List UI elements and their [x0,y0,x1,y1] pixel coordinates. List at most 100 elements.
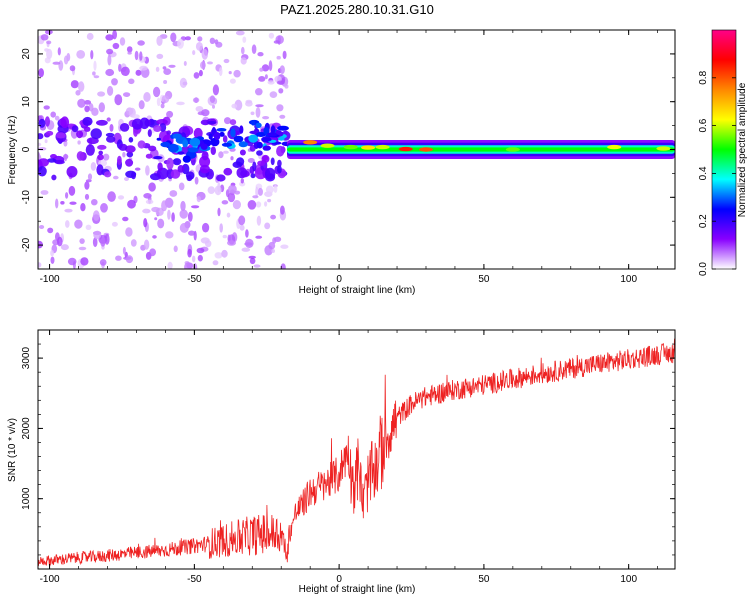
spectrogram-transition-blob [219,131,225,137]
spectrogram-noise-blob [77,140,81,145]
spectrogram-signal-blob [250,173,256,179]
spectrogram-transition-blob [275,130,282,135]
spectrogram-noise-blob [92,210,100,221]
spectrogram-noise-blob [242,36,247,43]
spectrogram-noise-blob [227,240,236,246]
spectrogram-noise-blob [215,41,223,48]
spectrogram-noise-blob [92,71,96,76]
snr-y-tick-label: 3000 [21,347,32,370]
spectrogram-noise-blob [177,38,184,49]
colorbar-ticks: 0.0 0.2 0.4 0.6 0.8 [698,70,736,276]
spectrogram-noise-blob [241,247,251,252]
spectrogram-hotspot [361,145,376,150]
spectrogram-signal-blob [50,154,57,159]
spectrogram-noise-blob [197,36,203,42]
spectrogram-signal-blob [98,150,103,155]
spectrogram-noise-blob [234,99,243,111]
spectrogram-noise-blob [264,245,273,256]
spectrogram-noise-blob [143,92,151,102]
spectrogram-y-tick-label: -10 [21,190,32,205]
spectrogram-noise-blob [223,58,230,64]
spectrogram-y-tick-label: 10 [21,96,32,108]
spectrogram-noise-blob [268,32,275,39]
spectrogram-signal-blob [125,158,134,167]
spectrogram-noise-blob [255,104,264,108]
spectrogram-noise-blob [201,48,208,60]
spectrogram-noise-blob [194,176,199,185]
spectrogram-noise-blob [196,196,201,203]
spectrogram-noise-blob [122,216,129,222]
spectrogram-transition-blob [213,132,221,140]
spectrogram-noise-blob [192,255,196,263]
spectrogram-noise-blob [161,200,168,212]
spectrogram-noise-blob [69,65,76,72]
spectrogram-signal-blob [76,130,84,139]
spectrogram-noise-blob [178,182,185,191]
spectrogram-noise-blob [105,34,114,41]
spectrogram-noise-blob [195,106,204,112]
spectrogram-noise-blob [119,37,126,46]
spectrogram-signal-blob [229,119,237,126]
spectrogram-signal-blob [71,125,79,133]
spectrogram-noise-blob [65,192,69,199]
spectrogram-transition-blob [270,125,276,134]
spectrogram-noise-blob [57,236,63,247]
spectrogram-signal-blob [261,154,270,163]
spectrogram-signal-blob [216,174,226,182]
snr-x-axis: -100 -50 0 50 100 [40,330,658,585]
spectrogram-noise-blob [138,100,145,110]
spectrogram-x-tick-label: -100 [40,274,60,285]
spectrogram-noise-blob [258,76,266,82]
spectrogram-noise-blob [180,200,186,212]
spectrogram-noise-blob [85,224,92,230]
spectrogram-noise-blob [38,68,44,78]
spectrogram-noise-blob [247,200,257,210]
spectrogram-noise-blob [69,201,77,205]
spectrogram-noise-blob [151,206,160,213]
spectrogram-signal-blob [170,169,181,179]
spectrogram-noise-blob [122,246,126,255]
spectrogram-noise-blob [226,212,231,218]
spectrogram-signal-blob [38,118,46,128]
spectrogram-noise-blob [104,233,110,245]
spectrogram-noise-blob [272,237,277,244]
spectrogram-noise-blob [107,85,114,96]
spectrogram-noise-blob [171,212,175,223]
spectrogram-noise-blob [247,158,255,163]
spectrogram-marks [38,30,675,269]
spectrogram-noise-blob [187,248,192,258]
spectrogram-noise-blob [235,30,245,36]
snr-x-axis-label: Height of straight line (km) [299,584,416,595]
spectrogram-noise-blob [139,51,143,61]
spectrogram-signal-blob [223,167,233,176]
spectrogram-noise-blob [156,53,164,60]
spectrogram-noise-blob [46,40,52,45]
spectrogram-noise-blob [50,250,54,257]
spectrogram-noise-blob [77,98,86,108]
spectrogram-x-tick-label: -50 [187,274,202,285]
snr-x-tick-label: 50 [478,574,490,585]
spectrogram-signal-blob [45,130,54,136]
snr-frame [37,329,676,570]
spectrogram-noise-blob [183,61,187,66]
spectrogram-noise-blob [276,55,281,60]
spectrogram-noise-blob [38,142,42,147]
spectrogram-noise-blob [155,66,160,72]
spectrogram-noise-blob [197,254,203,262]
spectrogram-noise-blob [134,50,139,61]
spectrogram-signal-blob [148,145,157,152]
spectrogram-noise-blob [265,185,274,194]
spectrogram-noise-blob [40,190,49,195]
spectrogram-noise-blob [173,245,178,253]
spectrogram-noise-blob [163,68,172,75]
spectrogram-noise-blob [145,165,150,176]
spectrogram-noise-blob [261,64,270,72]
spectrogram-noise-blob [93,75,100,79]
spectrogram-noise-blob [224,117,231,125]
spectrogram-noise-blob [111,221,118,227]
spectrogram-noise-blob [143,218,148,228]
spectrogram-noise-blob [47,227,54,234]
spectrogram-noise-blob [107,191,116,202]
spectrogram-noise-blob [84,193,90,200]
spectrogram-noise-blob [68,185,76,196]
